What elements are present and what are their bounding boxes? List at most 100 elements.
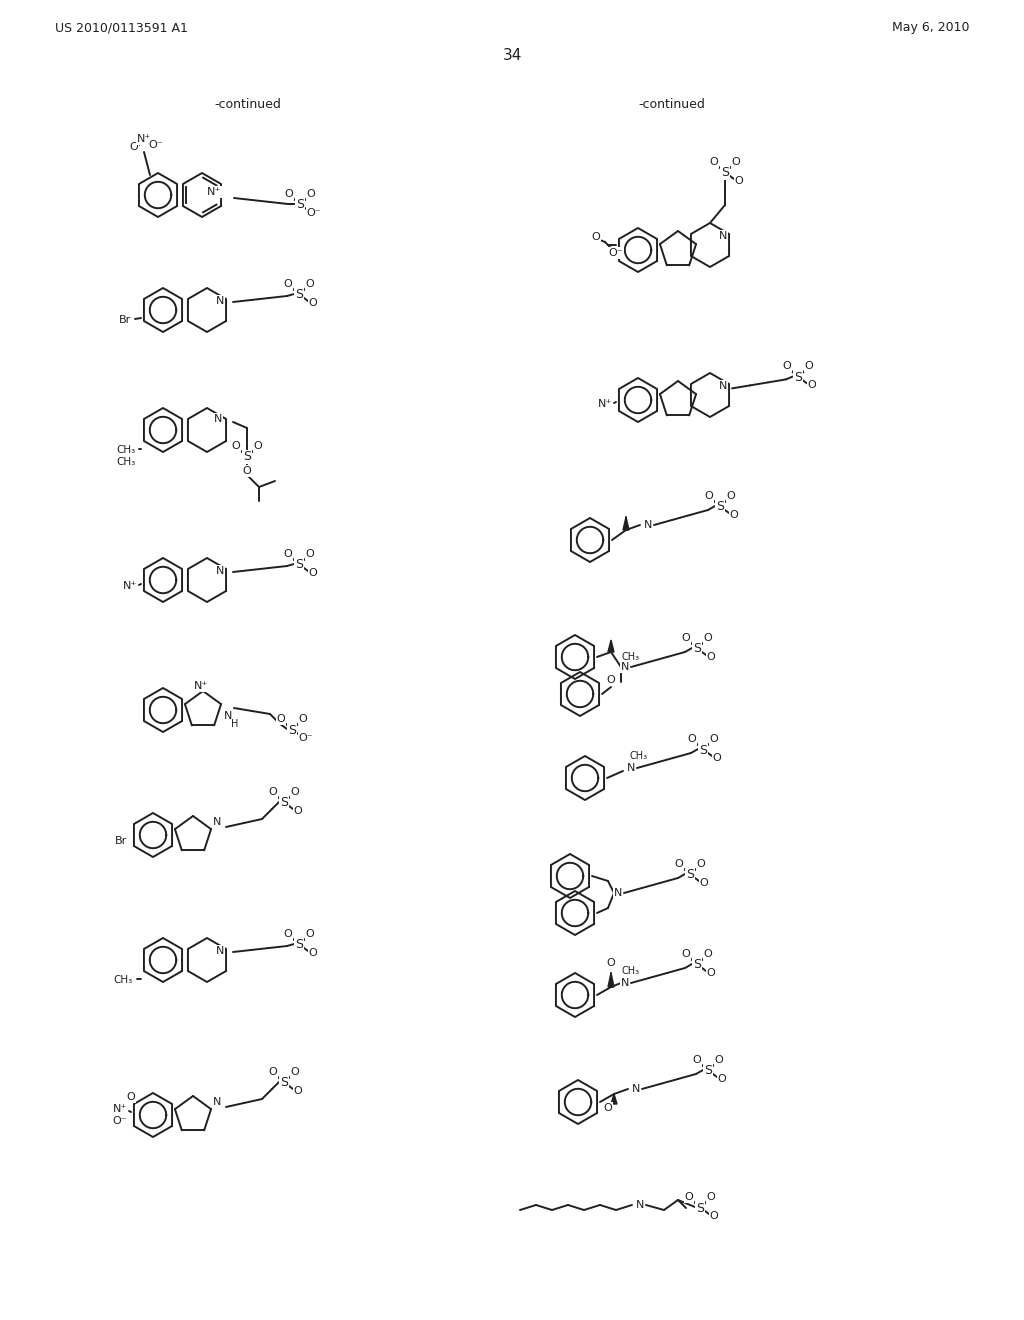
Text: S: S bbox=[295, 558, 303, 572]
Text: O: O bbox=[284, 279, 293, 289]
Text: N: N bbox=[632, 1084, 640, 1094]
Text: N: N bbox=[216, 946, 224, 956]
Text: O: O bbox=[299, 714, 307, 723]
Text: N: N bbox=[216, 296, 224, 306]
Text: N⁺: N⁺ bbox=[113, 1104, 127, 1114]
Text: O: O bbox=[308, 298, 317, 308]
Text: O: O bbox=[707, 1192, 716, 1203]
Text: N⁺: N⁺ bbox=[123, 581, 137, 591]
Text: O: O bbox=[308, 948, 317, 958]
Text: O: O bbox=[713, 752, 721, 763]
Text: Br: Br bbox=[115, 836, 127, 846]
Text: N: N bbox=[719, 231, 727, 242]
Text: S: S bbox=[699, 743, 707, 756]
Text: H: H bbox=[231, 719, 239, 729]
Text: May 6, 2010: May 6, 2010 bbox=[893, 21, 970, 34]
Text: S: S bbox=[295, 289, 303, 301]
Text: -continued: -continued bbox=[215, 99, 282, 111]
Text: N⁺: N⁺ bbox=[207, 187, 221, 197]
Text: O: O bbox=[306, 189, 315, 199]
Text: O: O bbox=[268, 1067, 278, 1077]
Text: O: O bbox=[606, 958, 615, 968]
Text: O: O bbox=[294, 807, 302, 816]
Text: O: O bbox=[710, 1210, 719, 1221]
Text: O: O bbox=[703, 634, 713, 643]
Text: O: O bbox=[291, 787, 299, 797]
Text: O: O bbox=[682, 634, 690, 643]
Text: O: O bbox=[731, 157, 740, 168]
Text: CH₃: CH₃ bbox=[114, 975, 133, 985]
Text: CH₃: CH₃ bbox=[117, 445, 136, 455]
Text: S: S bbox=[693, 958, 701, 972]
Text: N⁺: N⁺ bbox=[194, 681, 208, 690]
Text: N: N bbox=[224, 711, 232, 721]
Text: O: O bbox=[305, 279, 314, 289]
Text: N: N bbox=[719, 381, 727, 391]
Text: N: N bbox=[216, 566, 224, 576]
Text: O⁻: O⁻ bbox=[608, 248, 624, 257]
Text: O⁻: O⁻ bbox=[306, 209, 322, 218]
Text: O: O bbox=[126, 1092, 135, 1102]
Text: O: O bbox=[606, 675, 615, 685]
Text: S: S bbox=[686, 869, 694, 882]
Text: CH₃: CH₃ bbox=[117, 457, 136, 467]
Text: N: N bbox=[627, 763, 635, 774]
Text: O: O bbox=[291, 1067, 299, 1077]
Text: O: O bbox=[710, 157, 719, 168]
Text: N: N bbox=[621, 978, 629, 987]
Text: S: S bbox=[696, 1201, 705, 1214]
Text: O: O bbox=[305, 929, 314, 939]
Text: S: S bbox=[295, 939, 303, 952]
Text: N: N bbox=[214, 414, 222, 424]
Text: S: S bbox=[693, 643, 701, 656]
Text: O: O bbox=[254, 441, 262, 451]
Text: O: O bbox=[707, 652, 716, 663]
Text: S: S bbox=[243, 450, 251, 463]
Text: US 2010/0113591 A1: US 2010/0113591 A1 bbox=[55, 21, 187, 34]
Polygon shape bbox=[623, 517, 629, 531]
Text: O: O bbox=[705, 491, 714, 502]
Polygon shape bbox=[608, 973, 614, 987]
Text: O: O bbox=[707, 968, 716, 978]
Text: S: S bbox=[794, 371, 802, 384]
Text: Br: Br bbox=[119, 315, 131, 325]
Text: N: N bbox=[644, 520, 652, 531]
Text: S: S bbox=[296, 198, 304, 211]
Text: O: O bbox=[592, 232, 600, 242]
Text: O: O bbox=[734, 176, 743, 186]
Text: O: O bbox=[685, 1192, 693, 1203]
Text: O: O bbox=[808, 380, 816, 391]
Text: O: O bbox=[805, 362, 813, 371]
Text: O: O bbox=[782, 362, 792, 371]
Text: O⁻: O⁻ bbox=[148, 140, 163, 150]
Text: O: O bbox=[718, 1074, 726, 1084]
Text: CH₃: CH₃ bbox=[621, 652, 639, 663]
Text: O: O bbox=[696, 859, 706, 869]
Text: O: O bbox=[130, 143, 138, 152]
Text: O: O bbox=[727, 491, 735, 502]
Text: S: S bbox=[280, 796, 288, 809]
Text: 34: 34 bbox=[503, 48, 521, 62]
Text: O: O bbox=[603, 1104, 612, 1113]
Text: S: S bbox=[721, 166, 729, 180]
Text: O: O bbox=[682, 949, 690, 960]
Text: O: O bbox=[231, 441, 241, 451]
Text: N: N bbox=[213, 1097, 221, 1107]
Text: O: O bbox=[699, 878, 709, 888]
Text: O: O bbox=[692, 1055, 701, 1065]
Text: O: O bbox=[284, 549, 293, 558]
Text: O: O bbox=[730, 510, 738, 520]
Text: N: N bbox=[613, 888, 623, 898]
Text: S: S bbox=[280, 1077, 288, 1089]
Text: O⁻: O⁻ bbox=[113, 1115, 127, 1126]
Text: O: O bbox=[688, 734, 696, 744]
Text: S: S bbox=[288, 723, 296, 737]
Text: N: N bbox=[213, 817, 221, 828]
Text: S: S bbox=[716, 500, 724, 513]
Text: O: O bbox=[305, 549, 314, 558]
Polygon shape bbox=[608, 640, 614, 652]
Polygon shape bbox=[611, 1094, 617, 1104]
Text: O: O bbox=[675, 859, 683, 869]
Text: O: O bbox=[710, 734, 719, 744]
Text: O: O bbox=[268, 787, 278, 797]
